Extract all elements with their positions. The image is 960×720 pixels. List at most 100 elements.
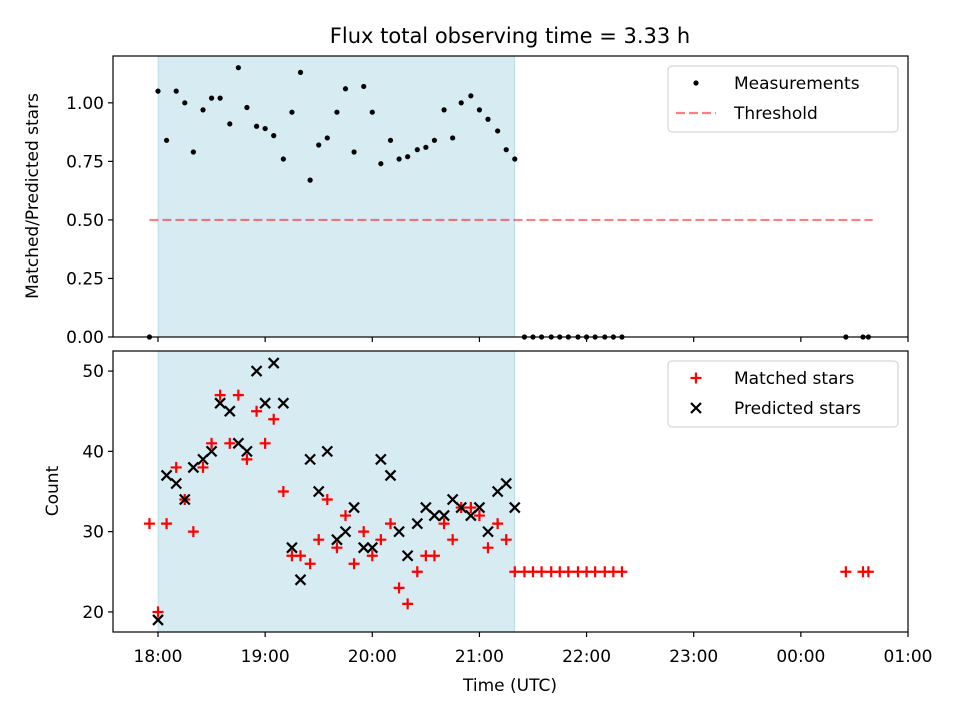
predicted-star-point	[473, 501, 486, 514]
predicted-star-point	[294, 574, 307, 586]
matched-star-point	[206, 437, 218, 449]
measurement-point	[262, 125, 268, 132]
measurement-point	[173, 88, 179, 94]
x-axis-label: Time (UTC)	[462, 676, 557, 696]
measurement-point	[476, 107, 483, 113]
chart-title: Flux total observing time = 3.33 h	[330, 24, 690, 48]
matched-star-point	[447, 534, 459, 546]
matched-star-point	[277, 486, 289, 497]
matched-star-point	[232, 389, 244, 401]
legend-label: Threshold	[733, 104, 818, 124]
predicted-star-point	[401, 549, 414, 562]
measurement-point	[182, 100, 188, 106]
measurement-point	[423, 144, 429, 150]
matched-star-point	[268, 413, 280, 425]
predicted-star-point	[187, 461, 200, 474]
y-tick-label: 1.00	[66, 94, 104, 114]
measurement-point	[468, 93, 474, 99]
measurement-point	[289, 109, 295, 115]
matched-star-point	[241, 453, 253, 465]
measurement-point	[414, 147, 420, 153]
matched-star-point	[385, 518, 396, 530]
top-y-axis-label: Matched/Predicted stars	[23, 93, 43, 299]
matched-star-point	[393, 582, 405, 594]
measurement-point	[163, 137, 170, 143]
observing-time-span	[157, 55, 516, 338]
matched-star-point	[340, 510, 351, 522]
legend-marker-dot	[693, 80, 699, 86]
predicted-star-point	[160, 469, 173, 482]
legend-box	[667, 65, 899, 133]
matched-star-point	[152, 606, 164, 618]
x-tick-label: 18:00	[134, 647, 183, 667]
y-tick-label: 30	[82, 523, 104, 543]
measurement-point	[458, 100, 464, 106]
measurement-point	[190, 149, 196, 155]
matched-star-point	[428, 550, 440, 562]
matched-star-point	[616, 566, 628, 578]
y-tick-label: 20	[82, 603, 104, 623]
legend: Matched stars Predicted stars	[667, 360, 899, 428]
matched-star-point	[402, 598, 414, 610]
measurement-point	[244, 104, 250, 111]
predicted-star-point	[170, 477, 182, 490]
matched-star-point	[259, 437, 271, 449]
y-tick-label: 40	[82, 442, 104, 462]
measurement-point	[441, 107, 447, 113]
measurement-point	[485, 116, 491, 122]
measurement-point	[396, 156, 402, 162]
predicted-star-point	[393, 525, 405, 538]
x-tick-label: 00:00	[776, 647, 825, 667]
measurement-point	[271, 133, 277, 139]
predicted-star-point	[214, 397, 226, 409]
measurement-point	[217, 95, 223, 101]
matched-star-point	[295, 550, 306, 562]
predicted-star-point	[482, 525, 494, 538]
star-count-panel: 20 30 40 50 18:00 19:00 20:00 21:00 22:00 23:00 00…	[82, 350, 933, 667]
predicted-star-point	[277, 397, 290, 409]
flux-ratio-panel: 0.00 0.25 0.50 0.75 1.00 Measurements Threshol…	[66, 55, 909, 348]
predicted-star-point	[179, 493, 191, 506]
predicted-star-point	[384, 469, 397, 482]
predicted-star-point	[500, 477, 512, 490]
bottom-y-axis-label: Count	[43, 465, 63, 516]
x-tick-label: 23:00	[669, 647, 718, 667]
legend-label: Measurements	[734, 74, 860, 94]
matched-star-point	[321, 494, 333, 506]
plot-frame	[112, 350, 909, 633]
matched-star-point	[187, 526, 199, 538]
predicted-star-point	[455, 501, 467, 514]
measurement-point	[208, 95, 215, 101]
matched-star-point	[224, 437, 236, 449]
x-tick-label: 22:00	[562, 647, 611, 667]
predicted-star-point	[286, 541, 298, 554]
legend-marker-plus	[690, 372, 702, 384]
y-tick-label: 0.75	[66, 152, 104, 172]
matched-star-point	[536, 566, 548, 578]
matched-star-point	[313, 534, 325, 546]
measurement-point	[316, 142, 322, 148]
measurement-point	[503, 147, 509, 153]
matched-star-point	[348, 558, 360, 570]
y-tick-label: 0.25	[66, 269, 104, 289]
predicted-star-point	[259, 397, 271, 409]
measurement-point	[227, 121, 233, 127]
matched-star-point	[562, 566, 574, 578]
measurement-point	[280, 156, 286, 162]
y-tick-label: 50	[82, 362, 104, 382]
matched-star-point	[251, 405, 263, 417]
predicted-star-point	[366, 541, 379, 554]
matched-star-point	[170, 461, 182, 473]
predicted-star-point	[428, 509, 441, 522]
predicted-star-point	[241, 445, 253, 458]
predicted-star-point	[438, 509, 450, 522]
predicted-star-point	[205, 445, 218, 458]
measurement-point	[351, 149, 357, 155]
matched-star-point	[438, 518, 450, 530]
matched-star-point	[492, 518, 504, 530]
plot-frame	[112, 55, 909, 338]
x-tick-label: 20:00	[348, 647, 397, 667]
predicted-star-point	[357, 541, 370, 554]
matched-star-point	[358, 526, 370, 538]
